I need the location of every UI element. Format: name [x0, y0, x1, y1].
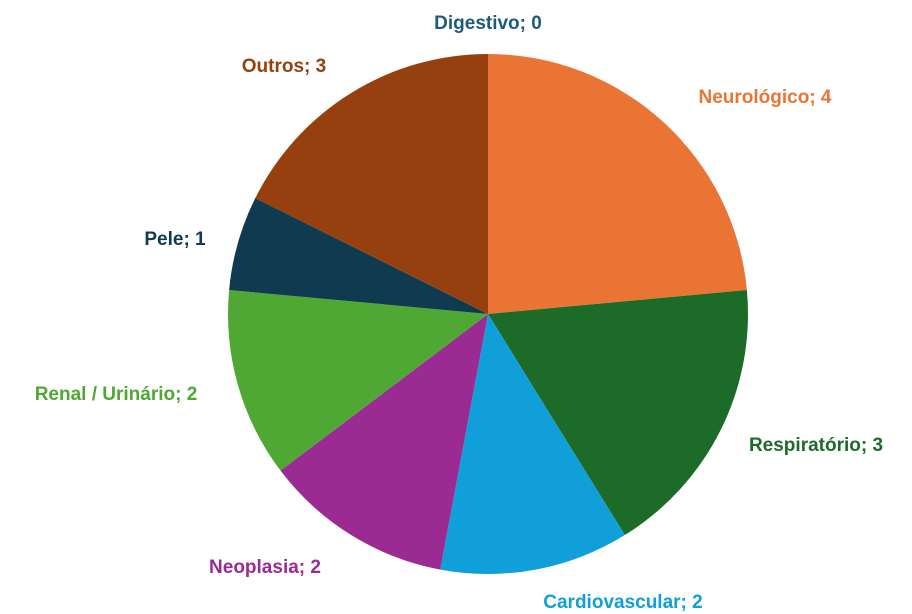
data-label: Outros; 3 — [242, 56, 326, 77]
data-label: Digestivo; 0 — [434, 13, 542, 34]
data-label: Renal / Urinário; 2 — [35, 384, 198, 405]
pie-slice — [488, 290, 748, 536]
pie-slice — [440, 314, 625, 574]
pie-slice — [255, 54, 488, 314]
pie-slice — [488, 54, 747, 314]
data-label: Respiratório; 3 — [749, 435, 883, 456]
data-label: Cardiovascular; 2 — [543, 592, 702, 613]
data-label: Pele; 1 — [144, 229, 206, 250]
pie-slice — [229, 198, 488, 314]
pie-slice — [280, 314, 488, 570]
data-label: Neurológico; 4 — [698, 87, 831, 108]
pie-slice — [228, 290, 488, 471]
data-label: Neoplasia; 2 — [209, 557, 321, 578]
